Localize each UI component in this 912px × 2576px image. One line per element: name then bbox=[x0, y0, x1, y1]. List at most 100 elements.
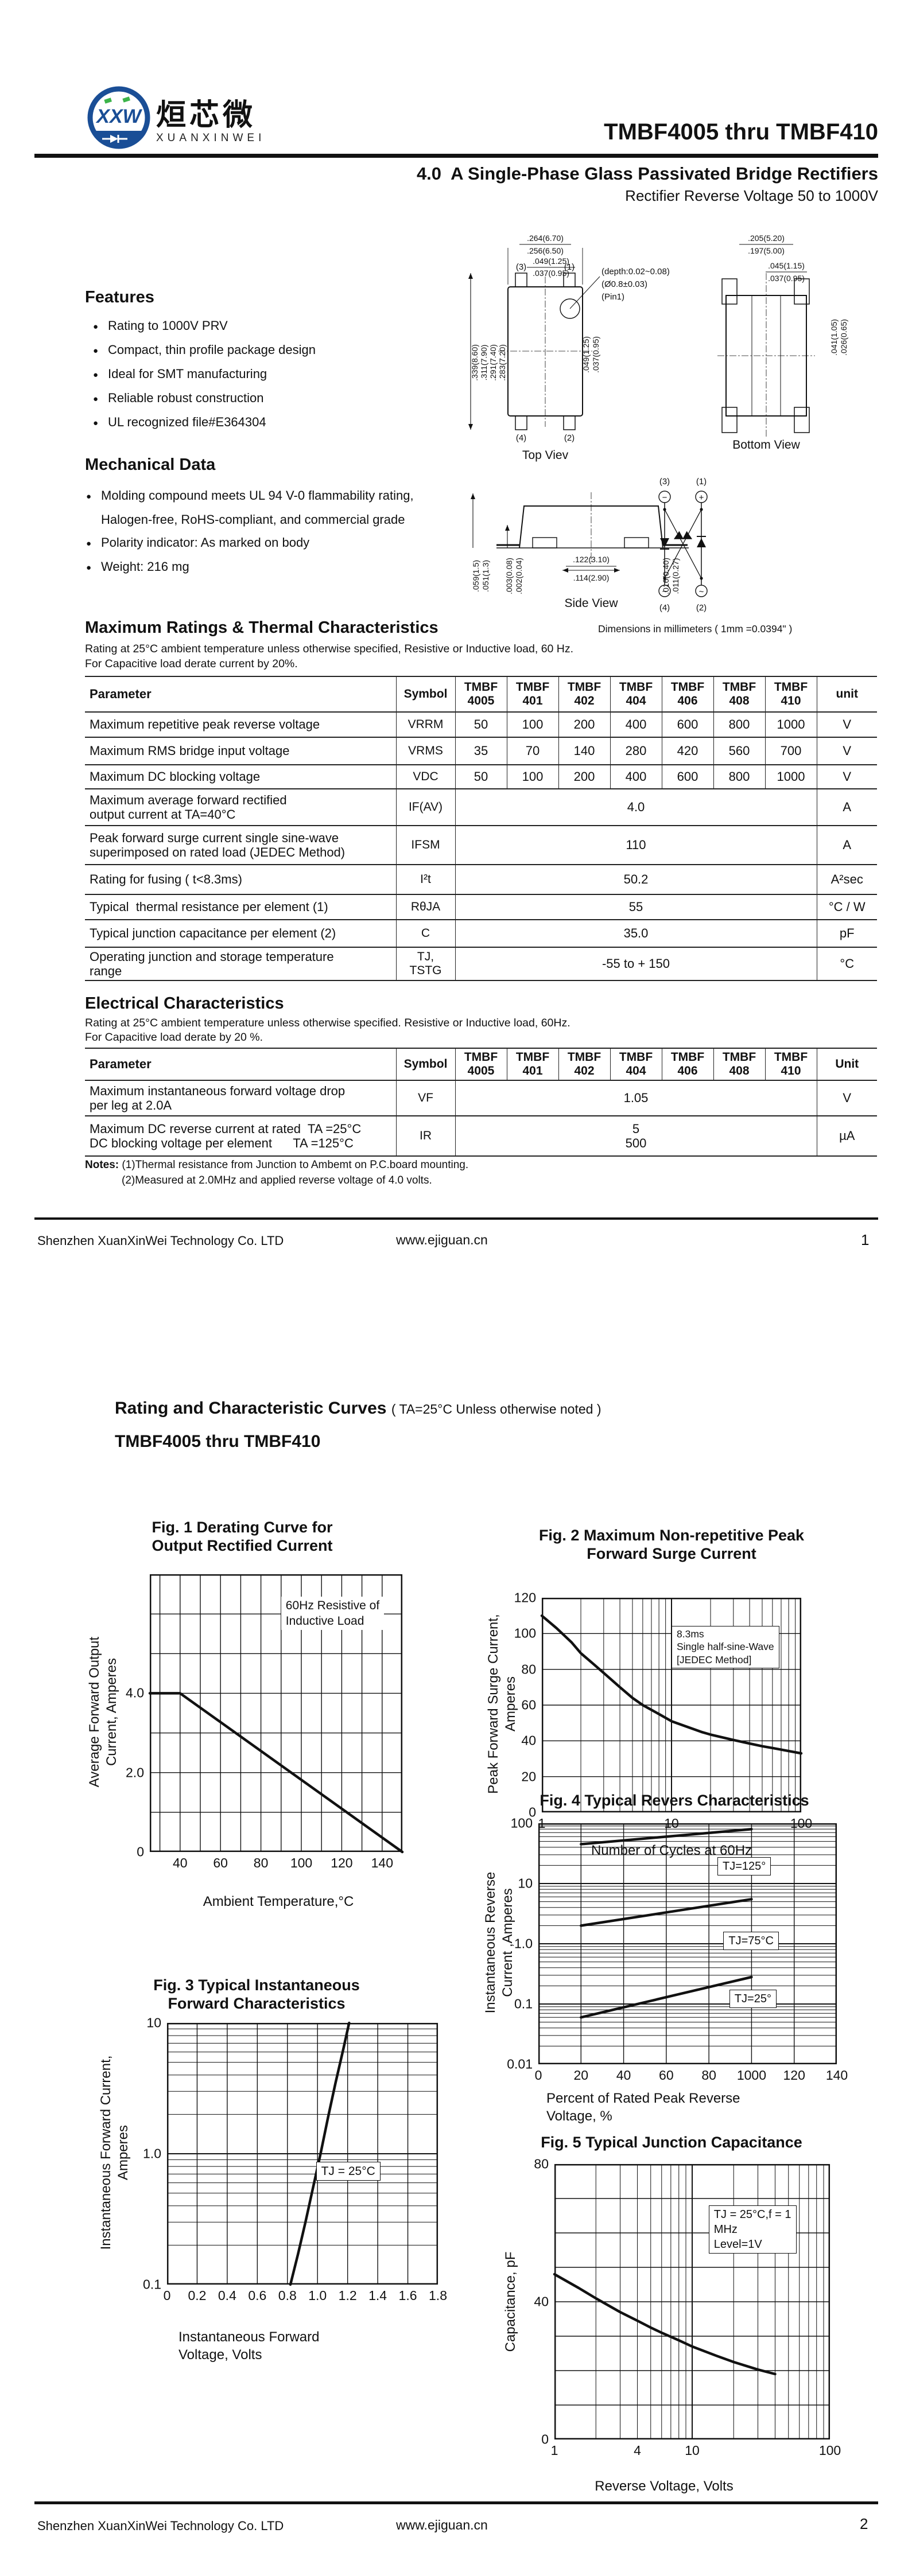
value-cell: 1000 bbox=[764, 711, 817, 738]
unit-cell: V bbox=[816, 711, 877, 738]
svg-text:XXW: XXW bbox=[95, 106, 142, 127]
x-tick-label: 1.8 bbox=[429, 2288, 447, 2303]
page-number: 1 bbox=[861, 1231, 870, 1248]
table-row: Maximum instantaneous forward voltage dr… bbox=[85, 1080, 877, 1116]
fig5-chart bbox=[553, 2163, 830, 2440]
page-title: TMBF4005 thru TMBF410 bbox=[604, 119, 878, 145]
feature-item: ● Ideal for SMT manufacturing bbox=[93, 363, 449, 387]
value-cell: 400 bbox=[610, 764, 662, 789]
fig5-title: Fig. 5 Typical Junction Capacitance bbox=[541, 2134, 802, 2151]
param-cell: Maximum DC reverse current at rated TA =… bbox=[85, 1115, 396, 1157]
col-header: TMBF 408 bbox=[713, 676, 765, 713]
y-tick-label: 10 bbox=[146, 2015, 161, 2030]
table-notes-line1: Notes: (1)Thermal resistance from Juncti… bbox=[85, 1159, 468, 1172]
unit-cell: A bbox=[816, 825, 877, 865]
svg-text:.049(1.25): .049(1.25) bbox=[581, 336, 591, 373]
col-header: TMBF 402 bbox=[558, 1048, 610, 1081]
voltage-range-note: Rectifier Reverse Voltage 50 to 1000V bbox=[625, 187, 878, 204]
value-cell: 420 bbox=[661, 737, 713, 765]
fig2-annotation: 8.3ms Single half-sine-Wave [JEDEC Metho… bbox=[672, 1625, 779, 1668]
feature-text: UL recognized file#E364304 bbox=[108, 415, 266, 429]
table-row: Maximum RMS bridge input voltage VRMS 35… bbox=[85, 737, 877, 765]
fig2-plot: 8.3ms Single half-sine-Wave [JEDEC Metho… bbox=[514, 1590, 813, 1831]
svg-text:.114(2.90): .114(2.90) bbox=[573, 573, 610, 582]
x-tick-label: 60 bbox=[659, 2068, 674, 2083]
svg-text:.003(0.08): .003(0.08) bbox=[504, 558, 514, 594]
svg-text:.264(6.70): .264(6.70) bbox=[527, 234, 564, 243]
col-header: TMBF 406 bbox=[661, 676, 713, 713]
features-heading: Features bbox=[85, 288, 154, 306]
svg-text:.283(7.20): .283(7.20) bbox=[498, 344, 507, 381]
value-cell: 4.0 bbox=[455, 788, 817, 826]
curves-subheading: TMBF4005 thru TMBF410 bbox=[115, 1432, 321, 1451]
feature-text: Ideal for SMT manufacturing bbox=[108, 367, 267, 381]
fig1-x-axis-label: Ambient Temperature,°C bbox=[203, 1894, 354, 1909]
fig1-annotation: 60Hz Resistive of Inductive Load bbox=[281, 1596, 385, 1631]
col-header: Parameter bbox=[85, 1048, 396, 1081]
svg-text:−: − bbox=[662, 493, 667, 503]
table-row: Maximum average forward rectified output… bbox=[85, 788, 877, 826]
svg-text:(1): (1) bbox=[564, 262, 575, 272]
svg-text:~: ~ bbox=[662, 587, 667, 597]
symbol-cell: VRMS bbox=[395, 737, 455, 765]
x-tick-label: 1.4 bbox=[368, 2288, 387, 2303]
footer-url[interactable]: www.ejiguan.cn bbox=[396, 2517, 488, 2532]
svg-text:.002(0.04): .002(0.04) bbox=[514, 558, 523, 594]
table-row: Peak forward surge current single sine-w… bbox=[85, 825, 877, 865]
unit-cell: µA bbox=[816, 1115, 877, 1157]
company-logo-icon: XXW bbox=[87, 86, 150, 149]
mechanical-text: Weight: 216 mg bbox=[101, 559, 189, 574]
svg-text:+: + bbox=[699, 493, 704, 503]
side-view-drawing: .059(1.5) .051(1.3) .003(0.08) .002(0.04… bbox=[471, 492, 689, 610]
svg-text:(2): (2) bbox=[564, 433, 575, 443]
param-cell: Maximum RMS bridge input voltage bbox=[85, 737, 396, 765]
col-header: TMBF 4005 bbox=[455, 676, 507, 713]
footer-url[interactable]: www.ejiguan.cn bbox=[396, 1232, 488, 1247]
x-tick-label: 0.6 bbox=[248, 2288, 267, 2303]
col-header: TMBF 406 bbox=[661, 1048, 713, 1081]
value-cell: -55 to + 150 bbox=[455, 947, 817, 981]
ratings-condition-1: Rating at 25°C ambient temperature unles… bbox=[85, 643, 574, 655]
x-tick-label: 0.4 bbox=[218, 2288, 236, 2303]
symbol-cell: IF(AV) bbox=[395, 788, 455, 826]
bullet-icon: ● bbox=[93, 394, 99, 404]
svg-text:.311(7.90): .311(7.90) bbox=[479, 345, 488, 381]
dimensions-note: Dimensions in millimeters ( 1mm =0.0394"… bbox=[598, 623, 793, 635]
unit-cell: pF bbox=[816, 919, 877, 948]
fig3-title: Fig. 3 Typical Instantaneous Forward Cha… bbox=[153, 1976, 360, 2013]
y-tick-label: 80 bbox=[534, 2156, 549, 2172]
svg-text:.197(5.00): .197(5.00) bbox=[748, 246, 785, 255]
unit-cell: V bbox=[816, 737, 877, 765]
fig2-title: Fig. 2 Maximum Non-repetitive Peak Forwa… bbox=[538, 1527, 805, 1563]
y-tick-label: 0.1 bbox=[514, 1996, 533, 2011]
y-tick-label: 60 bbox=[521, 1697, 536, 1713]
bridge-circuit-diagram: (3) (1) − + ~ ~ (4) (2) bbox=[658, 477, 708, 613]
value-cell: 600 bbox=[661, 764, 713, 789]
col-header: unit bbox=[816, 676, 877, 713]
feature-item: ● Reliable robust construction bbox=[93, 387, 449, 411]
y-tick-label: 1.0 bbox=[514, 1936, 533, 1951]
table-row: Maximum repetitive peak reverse voltage … bbox=[85, 711, 877, 738]
y-tick-label: 4.0 bbox=[126, 1685, 144, 1701]
value-cell: 800 bbox=[713, 764, 765, 789]
fig4-curve-label-75: TJ=75°C bbox=[723, 1932, 779, 1950]
svg-text:.339(8.60): .339(8.60) bbox=[470, 344, 479, 381]
footer-company: Shenzhen XuanXinWei Technology Co. LTD bbox=[37, 2519, 284, 2533]
svg-text:.049(1.25): .049(1.25) bbox=[533, 256, 569, 266]
svg-text:.037(0.95): .037(0.95) bbox=[591, 336, 600, 373]
footer-rule bbox=[34, 1217, 878, 1220]
svg-text:~: ~ bbox=[699, 587, 704, 597]
svg-text:(3): (3) bbox=[659, 477, 670, 487]
table-row: Operating junction and storage temperatu… bbox=[85, 947, 877, 981]
x-tick-label: 4 bbox=[634, 2443, 641, 2458]
value-cell: 800 bbox=[713, 711, 765, 738]
symbol-cell: TJ, TSTG bbox=[395, 947, 455, 981]
curves-heading-text: Rating and Characteristic Curves bbox=[115, 1399, 387, 1418]
svg-text:.051(1.3): .051(1.3) bbox=[481, 560, 490, 592]
col-header: TMBF 410 bbox=[764, 676, 817, 713]
electrical-condition-1: Rating at 25°C ambient temperature unles… bbox=[85, 1017, 571, 1029]
value-cell: 50 bbox=[455, 711, 507, 738]
fig1-title: Fig. 1 Derating Curve for Output Rectifi… bbox=[152, 1519, 333, 1555]
bottom-view-drawing: .205(5.20) .197(5.00) .045(1.15) .037(0.… bbox=[717, 234, 848, 452]
unit-cell: °C / W bbox=[816, 894, 877, 920]
